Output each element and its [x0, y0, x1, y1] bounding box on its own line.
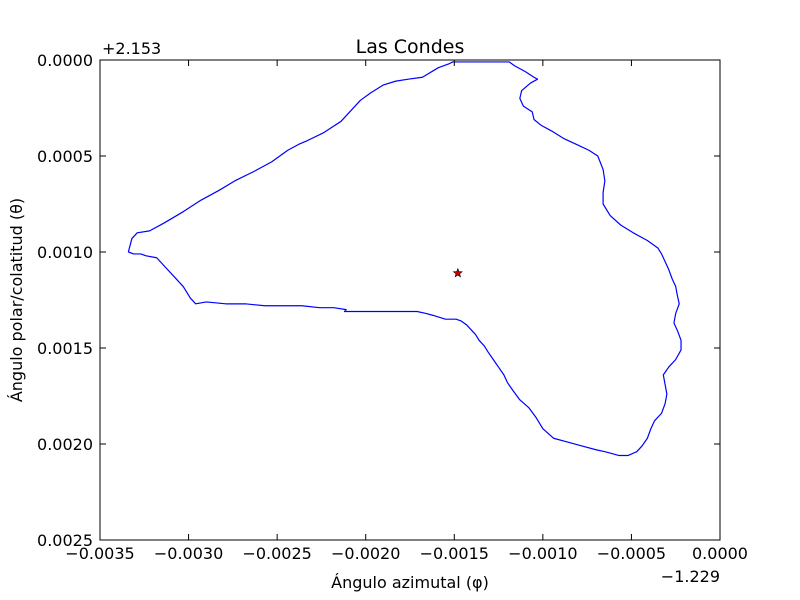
axes-frame — [99, 59, 721, 541]
x-tick-label: −0.0015 — [420, 544, 489, 563]
x-axis-label: Ángulo azimutal (φ) — [331, 573, 489, 592]
x-tick-label: −0.0035 — [65, 544, 134, 563]
x-tick-label: −0.0025 — [242, 544, 311, 563]
x-tick-label: −0.0005 — [597, 544, 666, 563]
y-offset-label: +2.153 — [102, 39, 161, 58]
x-offset-label: −1.229 — [661, 567, 720, 586]
x-tick-label: 0.0000 — [692, 544, 748, 563]
tick-layer: −0.0035 −0.0030 −0.0025 −0.0020 −0.0015 −0.00… — [37, 51, 748, 563]
y-axis-label: Ángulo polar/colatitud (θ) — [7, 198, 26, 402]
centroid-marker — [452, 267, 463, 278]
y-tick-label: 0.0015 — [37, 339, 93, 358]
boundary-line — [127, 61, 682, 457]
x-tick-label: −0.0030 — [154, 544, 223, 563]
x-tick-label: −0.0020 — [331, 544, 400, 563]
chart-title: Las Condes — [356, 36, 465, 58]
x-tick-label: −0.0010 — [508, 544, 577, 563]
y-tick-label: 0.0025 — [37, 531, 93, 550]
y-tick-label: 0.0005 — [37, 147, 93, 166]
y-tick-label: 0.0020 — [37, 435, 93, 454]
y-tick-label: 0.0010 — [37, 243, 93, 262]
y-tick-label: 0.0000 — [37, 51, 93, 70]
plot-area — [127, 61, 682, 457]
